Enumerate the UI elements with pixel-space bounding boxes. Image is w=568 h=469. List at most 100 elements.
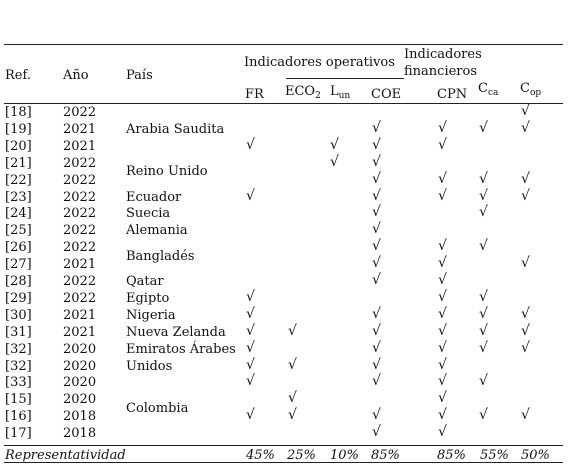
check-mark-icon: √ [372,255,381,272]
check-mark-icon: √ [438,187,447,204]
year-cell: 2020 [63,375,97,391]
country-cell: Unidos [126,358,173,374]
year-cell: 2021 [63,257,97,273]
check-mark-icon: √ [372,424,381,441]
header-cop: Cop [520,81,542,98]
country-cell: Alemania [126,223,188,239]
check-mark-icon: √ [288,322,297,339]
header-year: Año [63,68,89,83]
country-cell: Ecuador [126,189,182,205]
footer-coe: 85% [371,448,400,463]
country-cell: Nigeria [126,307,176,323]
year-cell: 2022 [63,172,97,188]
check-mark-icon: √ [521,187,530,204]
check-mark-icon: √ [372,170,381,187]
check-mark-icon: √ [479,119,488,136]
check-mark-icon: √ [372,272,381,288]
check-mark-icon: √ [521,255,530,272]
ref-cell: [22] [5,172,32,188]
check-mark-icon: √ [438,288,447,305]
check-mark-icon: √ [479,170,488,187]
check-mark-icon: √ [479,339,488,356]
header-operational-indicators: Indicadores operativos [244,55,395,70]
header-ref: Ref. [5,68,31,83]
ref-cell: [21] [5,155,32,171]
header-bottom-rule [4,103,563,104]
check-mark-icon: √ [521,103,530,119]
check-mark-icon: √ [479,322,488,339]
year-cell: 2022 [63,223,97,239]
check-mark-icon: √ [246,288,255,305]
check-mark-icon: √ [372,153,381,170]
check-mark-icon: √ [479,187,488,204]
check-mark-icon: √ [372,407,381,424]
footer-cop: 50% [521,448,550,463]
footer-cpn: 85% [437,448,466,463]
country-cell: Nueva Zelanda [126,324,226,340]
check-mark-icon: √ [438,356,447,373]
check-mark-icon: √ [479,238,488,255]
ref-cell: [31] [5,324,32,340]
check-mark-icon: √ [246,407,255,424]
country-cell: Qatar [126,274,164,289]
country-cell: Bangladés [126,248,195,264]
check-mark-icon: √ [479,373,488,390]
year-cell: 2020 [63,341,97,357]
check-mark-icon: √ [438,170,447,187]
country-cell: Arabia Saudita [126,121,225,137]
operational-group-rule [286,78,404,79]
header-country: País [126,68,153,83]
year-cell: 2020 [63,392,97,408]
ref-cell: [19] [5,121,32,137]
year-cell: 2018 [63,426,97,442]
check-mark-icon: √ [246,339,255,356]
ref-cell: [29] [5,290,32,306]
year-cell: 2022 [63,274,97,289]
check-mark-icon: √ [479,407,488,424]
year-cell: 2018 [63,409,97,425]
ref-cell: [17] [5,426,32,442]
check-mark-icon: √ [521,339,530,356]
bottom-rule [4,462,563,463]
ref-cell: [33] [5,375,32,391]
check-mark-icon: √ [330,136,339,153]
country-cell: Reino Unido [126,164,208,180]
header-financial-line2: financieros [404,64,478,79]
country-cell: Emiratos Árabes [126,341,236,357]
footer-cca: 55% [480,448,509,463]
year-cell: 2022 [63,206,97,222]
check-mark-icon: √ [479,288,488,305]
check-mark-icon: √ [479,305,488,322]
year-cell: 2022 [63,105,97,120]
check-mark-icon: √ [246,305,255,322]
check-mark-icon: √ [521,170,530,187]
footer-label: Representatividad [5,448,126,463]
year-cell: 2022 [63,240,97,256]
ref-cell: [32] [5,341,32,357]
year-cell: 2022 [63,189,97,205]
year-cell: 2021 [63,307,97,323]
check-mark-icon: √ [438,238,447,255]
check-mark-icon: √ [372,187,381,204]
year-cell: 2021 [63,324,97,340]
ref-cell: [20] [5,138,32,154]
check-mark-icon: √ [372,305,381,322]
header-financial-line1: Indicadores [404,47,482,62]
year-cell: 2020 [63,358,97,374]
check-mark-icon: √ [438,407,447,424]
footer-eco2: 25% [287,448,316,463]
ref-cell: [24] [5,206,32,222]
year-cell: 2022 [63,155,97,171]
year-cell: 2022 [63,290,97,306]
check-mark-icon: √ [521,407,530,424]
check-mark-icon: √ [438,136,447,153]
check-mark-icon: √ [372,373,381,390]
check-mark-icon: √ [372,322,381,339]
top-rule [4,44,563,45]
header-eco2: ECO2 [285,84,321,101]
footer-top-rule [4,445,563,446]
check-mark-icon: √ [372,119,381,136]
ref-cell: [25] [5,223,32,239]
check-mark-icon: √ [521,119,530,136]
ref-cell: [32] [5,358,32,374]
